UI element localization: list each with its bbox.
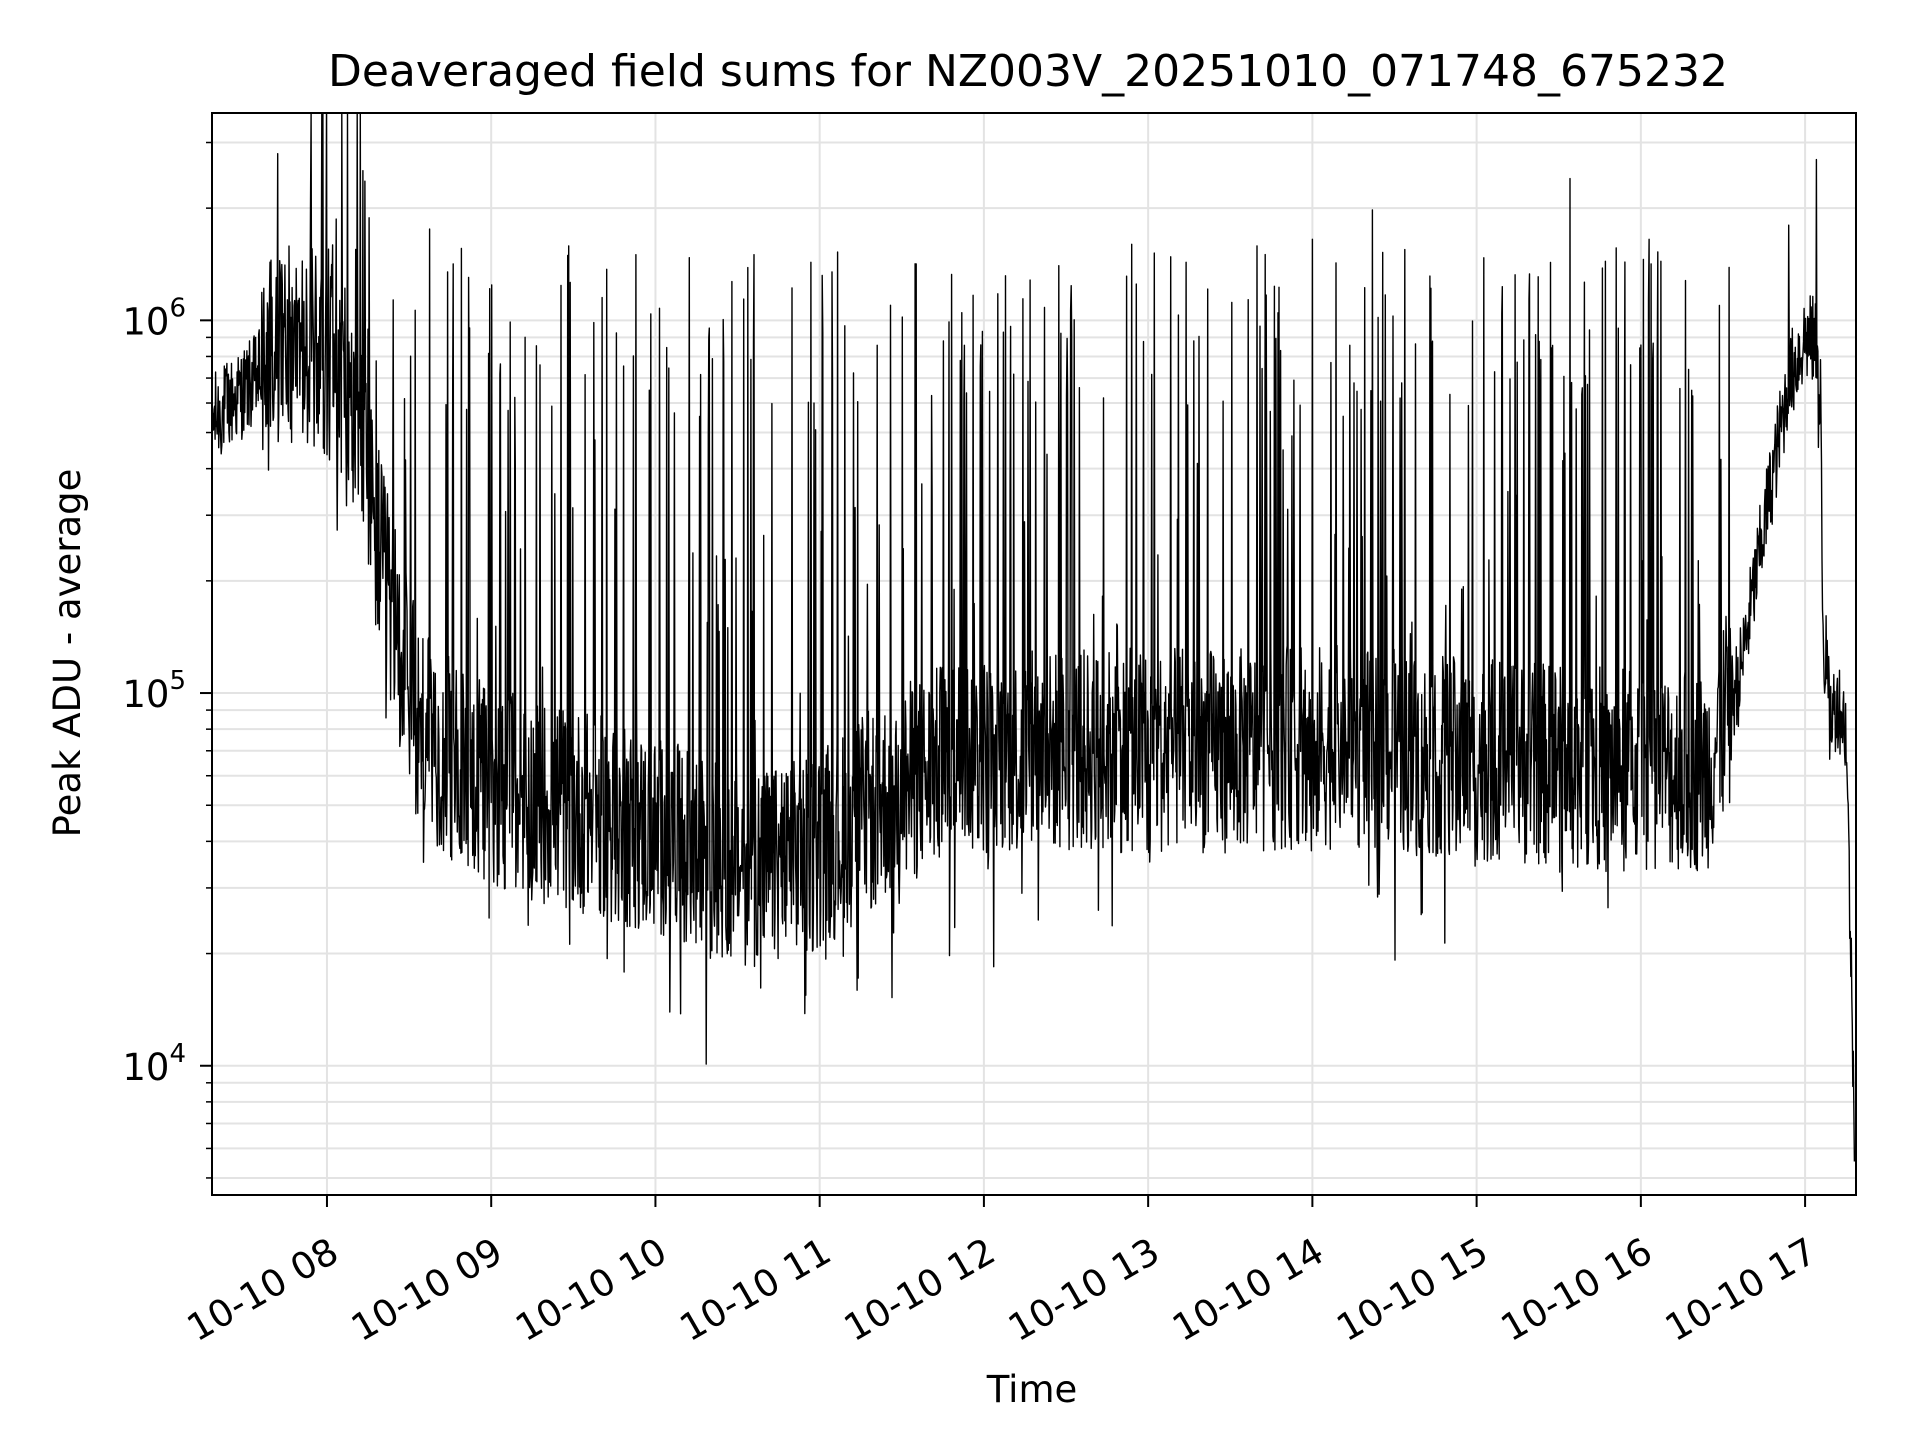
y-tick-label: 106 — [122, 293, 186, 343]
series-line — [211, 112, 1856, 1162]
plot-frame — [211, 112, 1857, 1196]
y-tick-base: 10 — [122, 1046, 169, 1089]
y-axis-label: Peak ADU - average — [46, 469, 89, 838]
x-axis-label: Time — [986, 1368, 1078, 1411]
y-tick-exponent: 5 — [169, 666, 186, 696]
y-tick-exponent: 4 — [169, 1039, 186, 1069]
y-tick-base: 10 — [122, 300, 169, 343]
series-path — [211, 112, 1856, 1162]
chart-title: Deaveraged field sums for NZ003V_2025101… — [328, 46, 1728, 97]
y-tick-exponent: 6 — [169, 293, 186, 323]
y-tick-base: 10 — [122, 673, 169, 716]
y-tick-label: 104 — [122, 1039, 186, 1089]
y-tick-label: 105 — [122, 666, 186, 716]
